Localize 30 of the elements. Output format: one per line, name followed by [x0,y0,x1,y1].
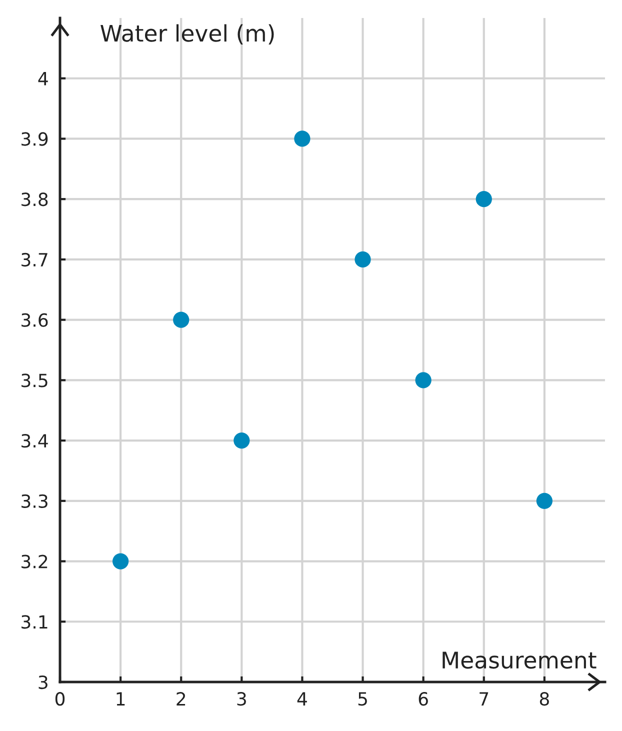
point [112,553,129,570]
y-tick-label: 3.1 [22,615,48,629]
y-tick-label: 3.2 [22,554,48,568]
x-tick-label: 3 [237,692,246,706]
y-tick-label: 3.6 [22,313,48,327]
point [536,492,553,509]
x-tick-label: 1 [116,692,125,706]
x-axis-title: Measurement [442,652,596,669]
x-tick-label: 5 [358,692,367,706]
y-axis-title: Water level (m) [100,24,274,45]
y-tick-label: 3 [38,675,48,690]
x-tick-label: 4 [297,692,307,706]
point [173,312,190,328]
point [234,432,250,449]
y-tick-label: 3.9 [22,132,48,146]
y-tick-label: 4 [38,72,48,86]
x-tick-label: 7 [480,692,488,706]
y-tick-label: 3.4 [22,434,48,448]
y-tick-label: 3.3 [22,494,48,508]
x-tick-label: 6 [418,692,428,706]
x-tick-label: 8 [540,692,549,706]
x-tick-label: 2 [176,692,186,706]
point [354,251,371,268]
y-tick-label: 3.5 [22,374,48,388]
x-tick-label: 0 [55,692,65,706]
point [476,191,492,208]
point [415,372,432,388]
point [294,130,310,147]
y-tick-label: 3.8 [22,192,48,206]
y-tick-label: 3.7 [22,252,48,267]
